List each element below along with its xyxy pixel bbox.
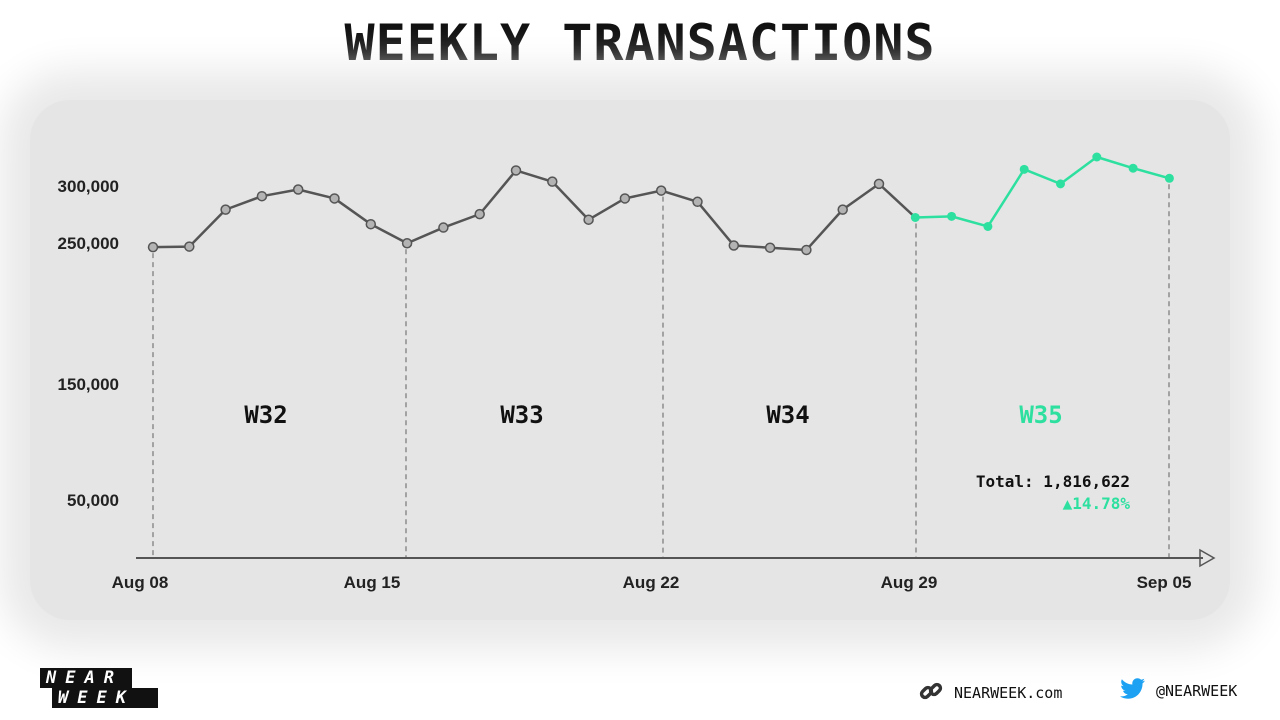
data-point [438, 222, 449, 233]
data-point [873, 178, 885, 190]
data-point-highlight [1092, 152, 1102, 162]
twitter-handle: @NEARWEEK [1156, 682, 1238, 700]
data-point [401, 237, 413, 249]
data-point-highlight [1019, 164, 1029, 174]
logo-line-near: NEAR [40, 668, 132, 688]
data-point [619, 193, 631, 204]
data-point [510, 165, 522, 176]
data-point [184, 241, 195, 252]
data-point-highlight [947, 211, 957, 221]
chart-title: WEEKLY TRANSACTIONS [344, 14, 936, 72]
data-point [837, 204, 848, 215]
week-label: W33 [500, 401, 543, 429]
x-tick-label: Sep 05 [1137, 573, 1192, 592]
week-label: W34 [766, 401, 809, 429]
y-axis-ticks: 300,000 250,000 150,000 50,000 [58, 177, 119, 510]
nearweek-logo: NEAR WEEK [40, 668, 158, 708]
data-point [292, 184, 304, 195]
data-point [655, 185, 667, 196]
data-point [329, 193, 340, 204]
week-labels: W32 W33 W34 W35 [244, 401, 1062, 429]
data-point [801, 244, 812, 256]
series-line-highlight [915, 155, 1170, 228]
data-point-highlight [910, 212, 920, 222]
total-label: Total: 1,816,622 [976, 472, 1130, 491]
chart-background [30, 100, 1230, 620]
change-label: ▲14.78% [1063, 494, 1131, 513]
x-tick-label: Aug 22 [623, 573, 680, 592]
website-link[interactable]: NEARWEEK.com [918, 678, 1062, 708]
data-point [474, 208, 485, 220]
data-point [764, 242, 776, 253]
x-axis-ticks: Aug 08 Aug 15 Aug 22 Aug 29 Sep 05 [112, 573, 1192, 592]
week-label: W32 [244, 401, 287, 429]
data-point [220, 204, 231, 215]
y-tick-label: 50,000 [67, 491, 119, 510]
y-tick-label: 300,000 [58, 177, 119, 196]
data-point [256, 190, 268, 202]
x-tick-label: Aug 29 [881, 573, 938, 592]
twitter-link[interactable]: @NEARWEEK [1120, 678, 1237, 704]
link-icon [918, 678, 944, 708]
data-point-highlight [1164, 173, 1174, 183]
data-point-highlight [1128, 163, 1138, 173]
data-point [147, 241, 159, 253]
y-tick-label: 150,000 [58, 375, 119, 394]
x-axis-arrow [1199, 548, 1216, 568]
data-point [365, 218, 377, 230]
x-tick-label: Aug 08 [112, 573, 169, 592]
series-lines [152, 155, 1170, 252]
data-point [692, 196, 703, 208]
twitter-bird-icon [1120, 678, 1146, 704]
week-label: W35 [1019, 401, 1062, 429]
data-point [583, 214, 594, 225]
series-line-base [152, 169, 917, 252]
logo-line-week: WEEK [52, 688, 158, 708]
y-tick-label: 250,000 [58, 234, 119, 253]
data-point [728, 240, 740, 251]
week-divider-lines [152, 184, 1170, 558]
data-point-highlight [983, 221, 993, 231]
website-text: NEARWEEK.com [954, 684, 1063, 702]
x-tick-label: Aug 15 [344, 573, 401, 592]
series-points [147, 152, 1174, 256]
data-point [547, 176, 558, 187]
data-point-highlight [1056, 179, 1065, 189]
